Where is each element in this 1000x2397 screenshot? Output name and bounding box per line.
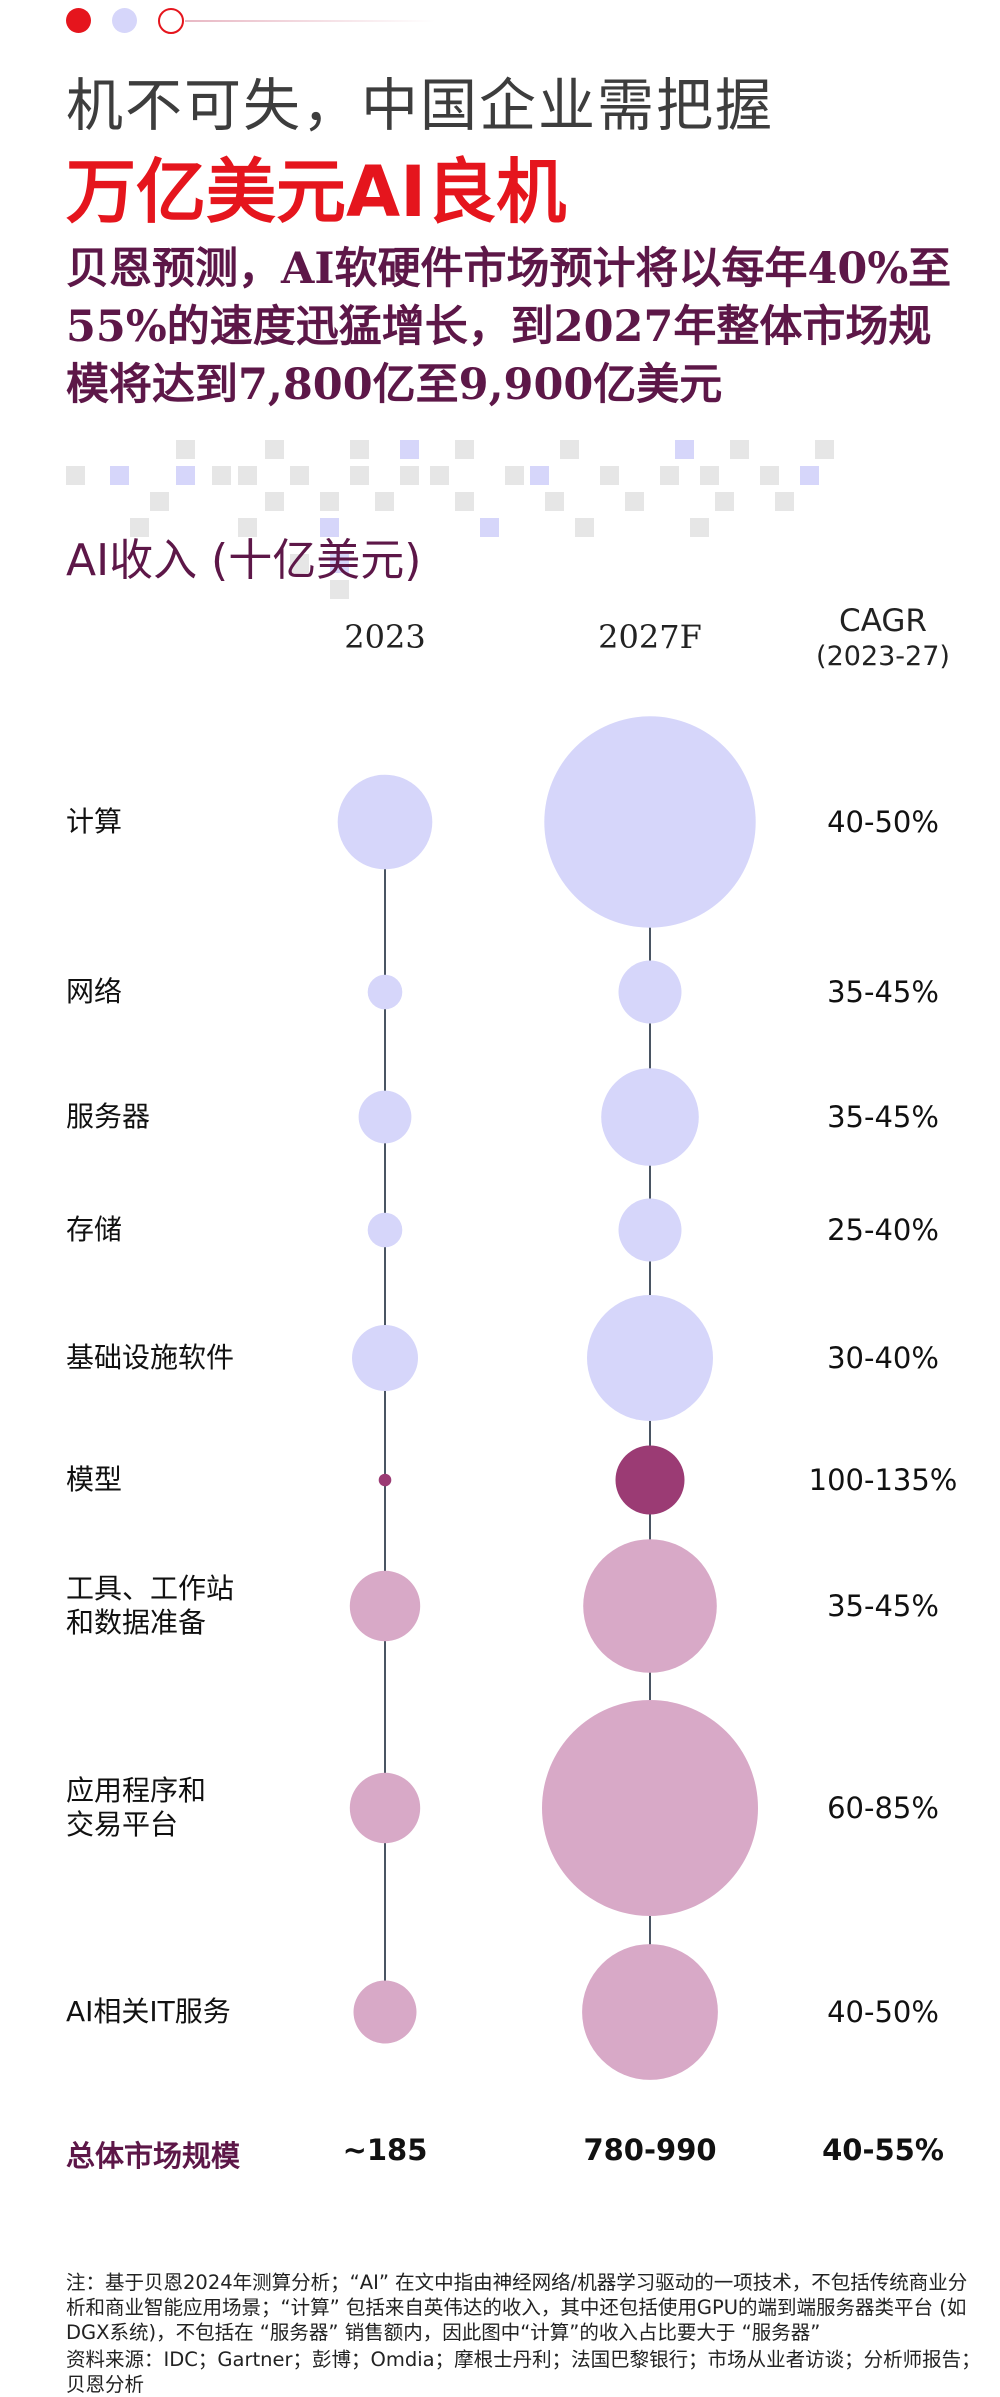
pixel-square xyxy=(430,466,449,485)
pixel-square xyxy=(350,440,369,459)
row-cagr-value: 35-45% xyxy=(827,1589,939,1623)
pixel-square xyxy=(815,440,834,459)
bubble-2027 xyxy=(601,1068,699,1166)
total-cagr-value: 40-55% xyxy=(822,2133,944,2167)
row-label: 服务器 xyxy=(66,1100,151,1133)
pixel-square xyxy=(730,440,749,459)
pixel-square xyxy=(480,518,499,537)
row-cagr-value: 35-45% xyxy=(827,1100,939,1134)
bubble-2027 xyxy=(618,1198,682,1262)
cagr-header-line2: (2023-27) xyxy=(816,641,950,672)
pixel-square xyxy=(330,554,349,573)
total-2027-value: 780-990 xyxy=(583,2133,717,2167)
pixel-square xyxy=(290,466,309,485)
red-dot-icon xyxy=(66,8,91,33)
pixel-square xyxy=(400,440,419,459)
pixel-square xyxy=(775,492,794,511)
bubble-2023 xyxy=(367,974,403,1010)
pixel-square xyxy=(575,518,594,537)
chart-title: AI收入 (十亿美元) xyxy=(66,535,422,586)
row-label: 计算 xyxy=(66,805,123,838)
pixel-square xyxy=(715,492,734,511)
pixel-square xyxy=(675,440,694,459)
pixel-square xyxy=(290,554,309,573)
bubble-2027 xyxy=(615,1445,685,1515)
pixel-square xyxy=(130,518,149,537)
pixel-square xyxy=(560,440,579,459)
pixel-square xyxy=(530,466,549,485)
row-label: 网络 xyxy=(66,975,123,1008)
pixel-square xyxy=(660,466,679,485)
row-label: 工具、工作站 和数据准备 xyxy=(66,1572,235,1639)
bubble-2023 xyxy=(349,1570,421,1642)
bubble-2023 xyxy=(337,774,433,870)
pixel-square xyxy=(110,466,129,485)
column-header-2023: 2023 xyxy=(344,618,426,656)
total-label: 总体市场规模 xyxy=(66,2139,241,2173)
bubble-2023 xyxy=(367,1212,403,1248)
pixel-square xyxy=(150,492,169,511)
row-label: AI相关IT服务 xyxy=(66,1995,231,2028)
row-cagr-value: 40-50% xyxy=(827,1995,939,2029)
pixel-square xyxy=(690,518,709,537)
row-cagr-value: 100-135% xyxy=(808,1463,958,1497)
pixel-square xyxy=(625,492,644,511)
row-cagr-value: 30-40% xyxy=(827,1341,939,1375)
bubble-2023 xyxy=(349,1772,421,1844)
pixel-square xyxy=(760,466,779,485)
row-cagr-value: 60-85% xyxy=(827,1791,939,1825)
pixel-square xyxy=(700,466,719,485)
pixel-square xyxy=(505,466,524,485)
page-subtitle: 贝恩预测，AI软硬件市场预计将以每年40%至55%的速度迅猛增长，到2027年整… xyxy=(66,244,952,410)
row-cagr-value: 40-50% xyxy=(827,805,939,839)
page-title-line1: 机不可失，中国企业需把握 xyxy=(66,73,774,139)
bubble-2027 xyxy=(587,1295,713,1421)
row-label: 基础设施软件 xyxy=(66,1341,235,1374)
outline-dot-icon xyxy=(158,8,184,34)
pixel-square xyxy=(265,440,284,459)
row-label: 存储 xyxy=(66,1213,123,1246)
pixel-square xyxy=(265,492,284,511)
column-header-cagr: CAGR (2023-27) xyxy=(816,604,950,674)
footnote: 注：基于贝恩2024年测算分析；“AI” 在文中指由神经网络/机器学习驱动的一项… xyxy=(66,2270,986,2397)
pixel-square xyxy=(600,466,619,485)
footnote-line: 注：基于贝恩2024年测算分析；“AI” 在文中指由神经网络/机器学习驱动的一项… xyxy=(66,2271,968,2344)
pixel-square xyxy=(455,492,474,511)
pixel-square xyxy=(320,518,339,537)
pixel-square xyxy=(66,466,85,485)
pixel-square xyxy=(330,580,349,599)
pixel-square xyxy=(455,440,474,459)
pixel-square xyxy=(238,466,257,485)
pixel-square xyxy=(400,466,419,485)
row-label: 模型 xyxy=(66,1463,123,1496)
bubble-2027 xyxy=(583,1539,717,1673)
total-2023-value: ~185 xyxy=(342,2133,428,2167)
pixel-square xyxy=(238,518,257,537)
pixel-square xyxy=(800,466,819,485)
bubble-2023 xyxy=(378,1473,392,1487)
lavender-dot-icon xyxy=(112,8,137,33)
pixel-square xyxy=(350,466,369,485)
bubble-2023 xyxy=(358,1090,412,1144)
pixel-square xyxy=(176,466,195,485)
bubble-2027 xyxy=(542,1700,758,1916)
row-label: 应用程序和 交易平台 xyxy=(66,1774,207,1841)
row-cagr-value: 35-45% xyxy=(827,975,939,1009)
pixel-square xyxy=(545,492,564,511)
bubble-2023 xyxy=(353,1980,417,2044)
row-cagr-value: 25-40% xyxy=(827,1213,939,1247)
cagr-header-line1: CAGR xyxy=(839,603,927,639)
bubble-2027 xyxy=(544,716,756,928)
pixel-square xyxy=(212,466,231,485)
pixel-square xyxy=(320,492,339,511)
page-title-line2: 万亿美元AI良机 xyxy=(66,151,567,233)
bubble-2027 xyxy=(582,1944,718,2080)
bubble-2023 xyxy=(352,1325,418,1391)
bubble-2027 xyxy=(618,960,682,1024)
pixel-square xyxy=(375,492,394,511)
decorative-line xyxy=(185,20,435,22)
column-header-2027: 2027F xyxy=(598,618,702,656)
pixel-square xyxy=(176,440,195,459)
